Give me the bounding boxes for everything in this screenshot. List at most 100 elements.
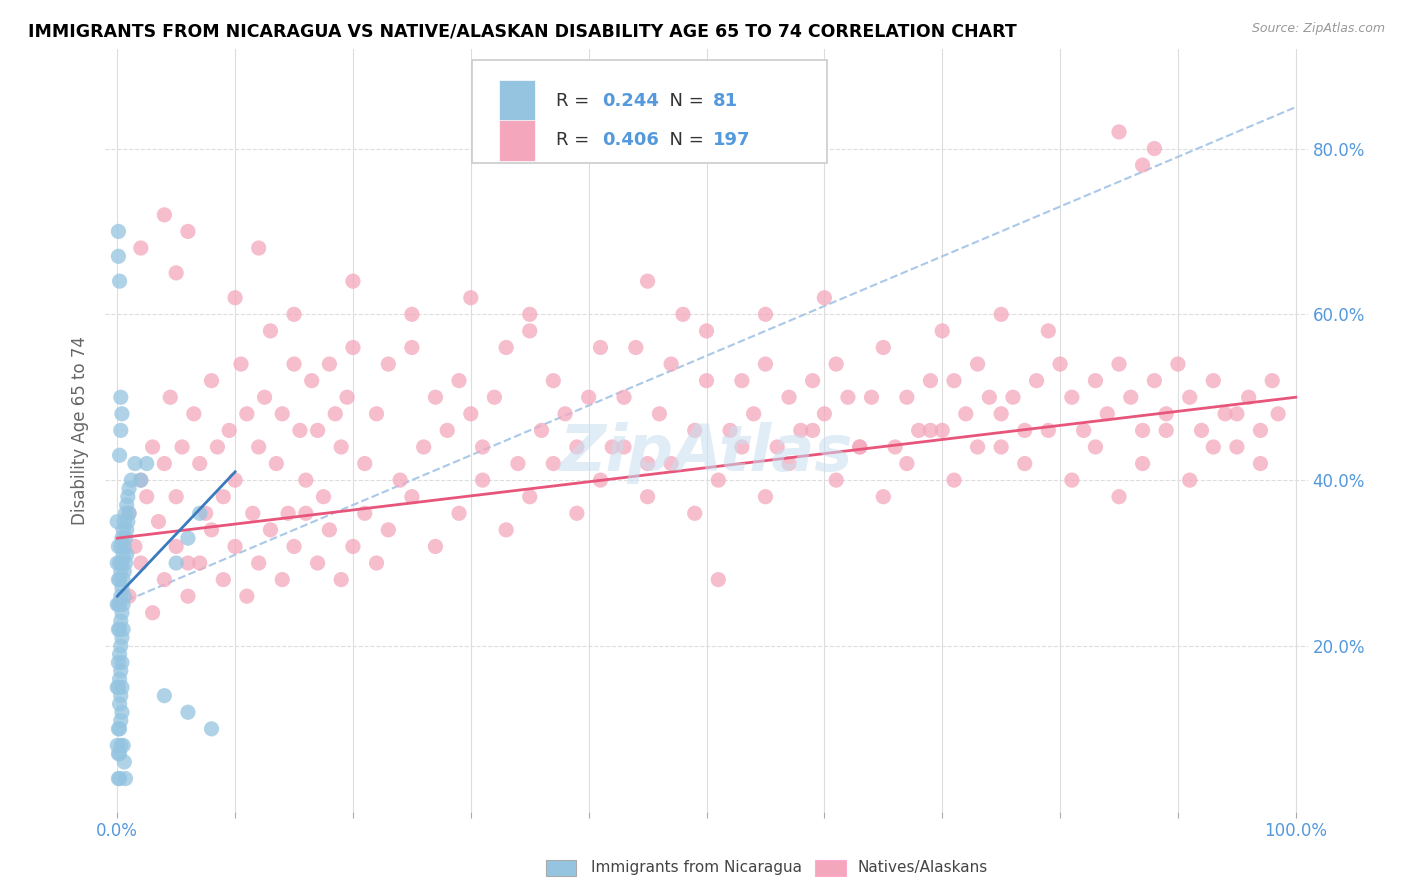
Point xyxy=(366,407,388,421)
Point xyxy=(648,407,671,421)
Point xyxy=(112,573,135,587)
Point xyxy=(790,424,813,438)
Point xyxy=(177,224,200,238)
Point xyxy=(153,573,176,587)
Point xyxy=(107,681,129,695)
Point xyxy=(589,473,612,487)
Point xyxy=(955,407,977,421)
Point xyxy=(848,440,870,454)
Point xyxy=(108,747,131,761)
Point xyxy=(188,506,211,520)
Point xyxy=(1143,374,1166,388)
Point xyxy=(401,307,423,321)
Point xyxy=(896,390,918,404)
Point xyxy=(112,589,135,603)
Point xyxy=(1132,457,1154,471)
Point xyxy=(112,598,135,612)
Point xyxy=(1108,357,1130,371)
Point xyxy=(108,722,131,736)
Point xyxy=(266,457,288,471)
Point xyxy=(224,291,246,305)
Point xyxy=(115,498,138,512)
Point xyxy=(672,307,695,321)
Point xyxy=(389,473,412,487)
Point xyxy=(118,506,141,520)
Point xyxy=(1154,407,1177,421)
Point xyxy=(111,581,134,595)
Text: ZipAtlas: ZipAtlas xyxy=(560,422,853,484)
Point xyxy=(253,390,276,404)
Point xyxy=(112,515,135,529)
Point xyxy=(224,540,246,554)
Point xyxy=(1084,374,1107,388)
Point xyxy=(110,614,132,628)
Point xyxy=(1191,424,1213,438)
Point xyxy=(177,705,200,719)
Point xyxy=(212,490,235,504)
Point xyxy=(1049,357,1071,371)
Point xyxy=(848,440,870,454)
Point xyxy=(543,374,565,388)
Point xyxy=(543,457,565,471)
Point xyxy=(207,440,229,454)
Point xyxy=(718,424,741,438)
Point xyxy=(813,291,835,305)
Point xyxy=(135,490,157,504)
Point xyxy=(188,457,211,471)
Point xyxy=(118,482,141,496)
Point xyxy=(943,473,966,487)
Point xyxy=(188,556,211,570)
Point xyxy=(111,631,134,645)
Point xyxy=(129,241,152,255)
Point xyxy=(766,440,789,454)
Point xyxy=(1202,440,1225,454)
Point xyxy=(277,506,299,520)
Point xyxy=(353,457,375,471)
Point xyxy=(108,672,131,686)
Point xyxy=(884,440,907,454)
Point xyxy=(683,424,706,438)
Point xyxy=(110,390,132,404)
Y-axis label: Disability Age 65 to 74: Disability Age 65 to 74 xyxy=(72,336,90,524)
Point xyxy=(112,548,135,562)
Point xyxy=(110,714,132,728)
Point xyxy=(447,374,470,388)
Bar xyxy=(499,120,534,161)
Point xyxy=(990,407,1012,421)
Point xyxy=(613,390,636,404)
Point xyxy=(111,606,134,620)
Point xyxy=(107,656,129,670)
Point xyxy=(108,556,131,570)
Point xyxy=(105,681,128,695)
Point xyxy=(1154,424,1177,438)
Point xyxy=(112,755,135,769)
Point xyxy=(110,639,132,653)
Point xyxy=(1167,357,1189,371)
Point xyxy=(696,374,718,388)
Point xyxy=(1084,440,1107,454)
Point xyxy=(108,772,131,786)
Point xyxy=(896,457,918,471)
Point xyxy=(707,473,730,487)
Point xyxy=(247,241,270,255)
Point xyxy=(342,341,364,355)
Point xyxy=(1108,125,1130,139)
Point xyxy=(165,540,187,554)
Point xyxy=(519,324,541,338)
Point xyxy=(114,772,136,786)
Point xyxy=(112,523,135,537)
Point xyxy=(1267,407,1289,421)
Text: 197: 197 xyxy=(713,131,749,150)
Point xyxy=(129,473,152,487)
Point xyxy=(108,647,131,661)
Point xyxy=(1001,390,1024,404)
Point xyxy=(108,448,131,462)
Point xyxy=(153,457,176,471)
Point xyxy=(105,556,128,570)
Point xyxy=(813,407,835,421)
Point xyxy=(271,407,294,421)
Point xyxy=(1038,324,1060,338)
Point xyxy=(495,523,517,537)
Point xyxy=(107,540,129,554)
Point xyxy=(107,623,129,637)
